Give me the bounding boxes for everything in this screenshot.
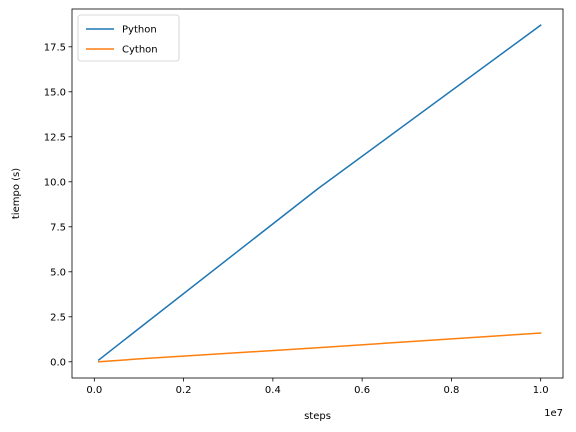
y-tick-label: 0.0 (50, 357, 66, 368)
series-line-cython (97, 332, 542, 363)
x-axis-ticks: 0.0 0.2 0.4 0.6 0.8 1.0 (86, 378, 549, 396)
legend-label-cython: Cython (122, 45, 158, 56)
axes-frame (71, 8, 564, 379)
y-tick-label: 17.5 (44, 42, 66, 53)
x-tick-label: 0.8 (443, 385, 459, 396)
y-tick-label: 5.0 (50, 267, 66, 278)
x-tick-label: 1.0 (533, 385, 549, 396)
x-tick-label: 0.2 (176, 385, 192, 396)
y-tick-label: 7.5 (50, 222, 66, 233)
legend-label-python: Python (122, 25, 157, 36)
legend: Python Cython (77, 14, 180, 62)
x-tick-label: 0.0 (86, 385, 102, 396)
y-axis-label: tiempo (s) (11, 168, 22, 219)
y-tick-label: 2.5 (50, 312, 66, 323)
x-axis-offset-label: 1e7 (544, 408, 563, 419)
y-tick-label: 12.5 (44, 132, 66, 143)
series-line-python (97, 24, 542, 362)
x-tick-label: 0.4 (265, 385, 281, 396)
y-tick-label: 15.0 (44, 87, 66, 98)
x-tick-label: 0.6 (354, 385, 370, 396)
series-layer (97, 24, 542, 363)
x-axis-label: steps (304, 411, 331, 422)
y-tick-label: 10.0 (44, 177, 66, 188)
y-axis-ticks: 0.0 2.5 5.0 7.5 10.0 12.5 15.0 17.5 (44, 42, 72, 368)
